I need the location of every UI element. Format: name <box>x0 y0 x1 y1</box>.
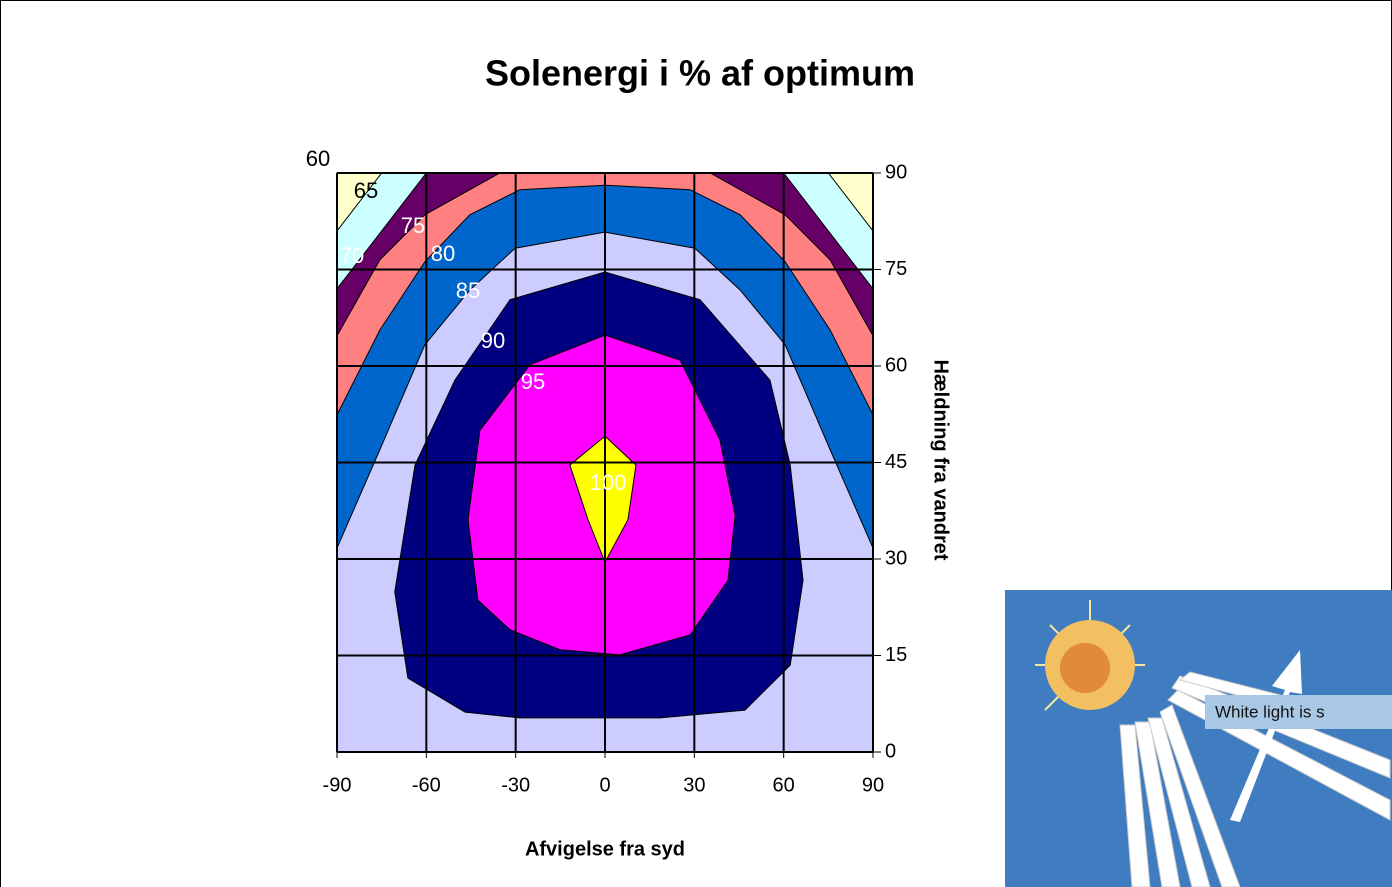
contour-label: 75 <box>401 213 425 238</box>
x-tick-label: 0 <box>599 774 610 796</box>
contour-label: 60 <box>306 146 330 171</box>
x-axis-title: Afvigelse fra syd <box>525 838 685 860</box>
contour-label: 80 <box>431 241 455 266</box>
contour-label: 95 <box>521 369 545 394</box>
caption: White light is s <box>1215 702 1325 721</box>
contour-label: 100 <box>590 470 627 495</box>
y-tick-label: 15 <box>885 644 907 666</box>
contour-label: 90 <box>481 328 505 353</box>
sun-core <box>1060 643 1110 693</box>
contour-label: 85 <box>456 278 480 303</box>
y-tick-label: 45 <box>885 451 907 473</box>
page: Solenergi i % af optimum 606570758085909… <box>0 0 1392 887</box>
x-tick-label: -30 <box>501 774 530 796</box>
x-tick-label: 30 <box>683 774 705 796</box>
y-tick-label: 90 <box>885 161 907 183</box>
contour-label: 65 <box>354 178 378 203</box>
inset-photo: White light is s <box>1005 590 1392 887</box>
x-tick-label: 60 <box>773 774 795 796</box>
y-tick-label: 60 <box>885 354 907 376</box>
y-tick-label: 75 <box>885 258 907 280</box>
x-tick-label: 90 <box>862 774 884 796</box>
x-tick-label: -60 <box>412 774 441 796</box>
y-tick-label: 30 <box>885 547 907 569</box>
x-tick-label: -90 <box>323 774 352 796</box>
chart-title: Solenergi i % af optimum <box>485 53 915 94</box>
y-axis-title: Hældning fra vandret <box>930 359 952 560</box>
contour-label: 70 <box>340 243 364 268</box>
y-tick-label: 0 <box>885 740 896 762</box>
